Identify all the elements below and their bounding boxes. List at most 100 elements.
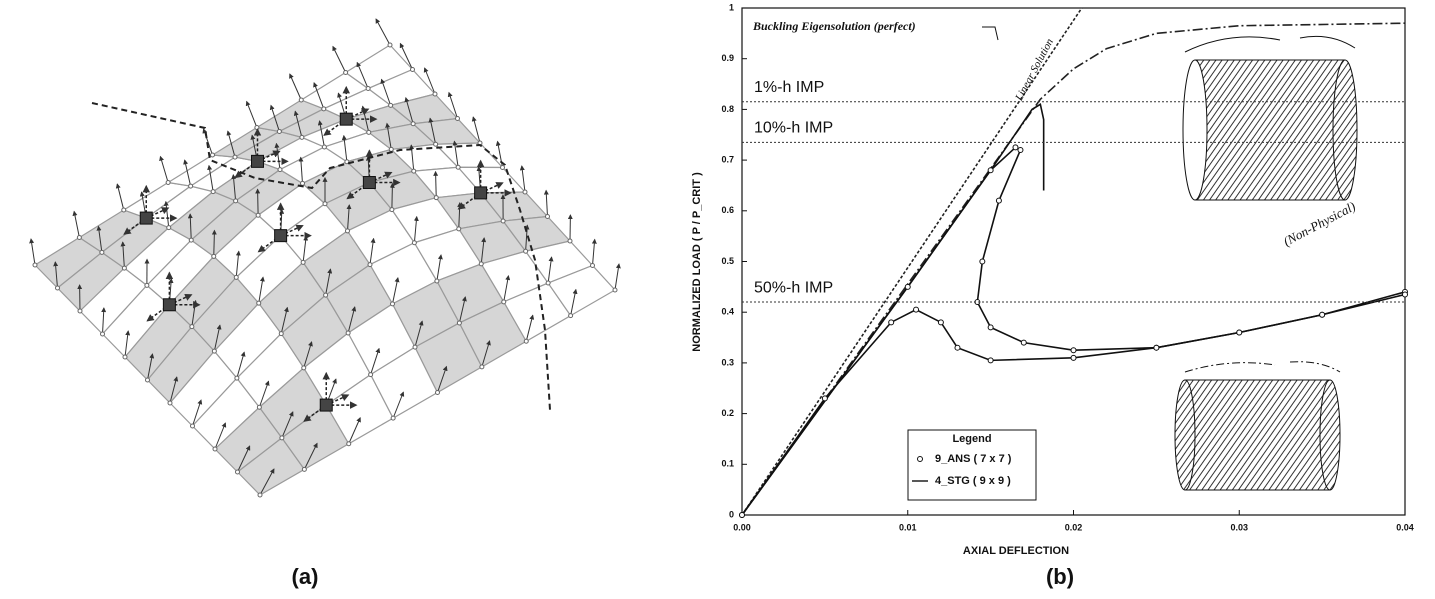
- normal-arrow: [437, 365, 448, 393]
- normal-arrow: [147, 353, 155, 381]
- mesh-node: [500, 218, 506, 224]
- annotation: (Non-Physical): [1281, 198, 1358, 249]
- mesh-node: [434, 278, 440, 284]
- mesh-node: [388, 102, 394, 108]
- director-arrow: [280, 224, 304, 237]
- normal-arrow: [226, 130, 236, 158]
- node-cube: [474, 186, 488, 200]
- normal-arrow: [245, 100, 258, 128]
- normal-arrow: [356, 61, 369, 89]
- node-cube: [139, 211, 153, 225]
- mesh-node: [299, 134, 305, 140]
- mesh-node: [455, 164, 461, 170]
- director-arrow: [145, 207, 170, 219]
- node-cube: [274, 229, 288, 243]
- node-cube: [162, 298, 176, 312]
- normal-arrow: [293, 110, 303, 138]
- mesh-node: [234, 375, 240, 381]
- y-tick-label: 0.4: [721, 307, 734, 317]
- normal-arrow: [370, 347, 381, 375]
- director-arrow: [146, 304, 170, 322]
- mesh-node: [390, 415, 396, 421]
- mesh-node: [277, 167, 283, 173]
- normal-arrow: [399, 42, 413, 70]
- legend-title: Legend: [952, 433, 991, 445]
- director-arrow: [457, 192, 482, 210]
- mesh-node: [323, 292, 329, 298]
- data-point: [954, 344, 961, 351]
- normal-arrow: [480, 237, 487, 264]
- mesh-node: [433, 141, 439, 147]
- x-tick-label: 0.04: [1396, 522, 1414, 532]
- mesh-node: [99, 249, 105, 255]
- series-label: 1%-h IMP: [754, 79, 824, 96]
- mesh-node: [232, 154, 238, 160]
- normal-arrow: [332, 45, 347, 73]
- normal-arrow: [313, 82, 325, 110]
- normal-arrow: [392, 391, 405, 419]
- mesh-node: [432, 91, 438, 97]
- legend-marker: [917, 456, 923, 462]
- director-arrow: [123, 217, 147, 235]
- mesh-node: [568, 313, 574, 319]
- y-tick-label: 0.7: [721, 154, 734, 164]
- normal-arrow: [213, 324, 222, 352]
- node-cube: [251, 154, 264, 168]
- normal-arrow: [347, 306, 357, 334]
- normal-arrow: [547, 256, 554, 284]
- legend-entry: 9_ANS ( 7 x 7 ): [935, 453, 1012, 465]
- normal-arrow: [211, 229, 217, 257]
- mesh-node: [121, 265, 127, 271]
- normal-arrow: [236, 351, 246, 379]
- director-arrow: [325, 394, 350, 406]
- mesh-node: [501, 299, 507, 305]
- mesh-node: [210, 189, 216, 195]
- normal-arrow: [447, 91, 458, 119]
- data-point: [1319, 311, 1326, 318]
- normal-arrow: [187, 213, 193, 241]
- normal-arrow: [72, 210, 80, 238]
- mesh-node: [433, 195, 439, 201]
- x-tick-label: 0.02: [1065, 522, 1083, 532]
- normal-arrow: [115, 183, 125, 211]
- mesh-node: [479, 364, 485, 370]
- normal-arrow: [389, 182, 395, 210]
- normal-arrow: [258, 276, 265, 304]
- data-point: [1153, 344, 1160, 351]
- normal-arrow: [346, 204, 352, 231]
- mesh-node: [145, 377, 150, 383]
- mesh-node: [189, 324, 195, 330]
- mesh-node: [211, 348, 217, 354]
- director-arrow: [257, 235, 282, 253]
- y-tick-label: 0.6: [721, 205, 734, 215]
- mesh-node: [144, 282, 150, 288]
- mesh-node: [212, 446, 218, 452]
- normal-arrow: [258, 380, 270, 408]
- mesh-node: [410, 121, 416, 127]
- normal-arrow: [436, 254, 443, 282]
- normal-arrow: [380, 78, 392, 106]
- label-leader: [982, 26, 999, 41]
- normal-arrow: [433, 170, 439, 198]
- normal-arrow: [159, 155, 169, 183]
- director-arrow: [234, 160, 258, 179]
- mesh-node: [390, 301, 395, 307]
- data-point: [1012, 144, 1019, 151]
- normal-arrow: [183, 159, 192, 187]
- series-label: 10%-h IMP: [754, 120, 833, 137]
- normal-arrow: [259, 468, 275, 496]
- normal-arrow: [385, 122, 392, 150]
- mesh-node: [188, 237, 194, 243]
- director-arrow: [323, 118, 347, 136]
- mesh-node: [545, 280, 551, 286]
- normal-arrow: [452, 140, 459, 168]
- normal-arrow: [169, 376, 179, 404]
- mesh-node: [77, 308, 83, 314]
- normal-arrow: [298, 156, 304, 184]
- cylinder-sketch: [1182, 35, 1358, 201]
- y-tick-label: 0.3: [721, 357, 734, 367]
- normal-arrow: [101, 307, 107, 335]
- mesh-node: [411, 240, 417, 246]
- normal-arrow: [269, 104, 280, 132]
- mesh-node: [388, 146, 394, 152]
